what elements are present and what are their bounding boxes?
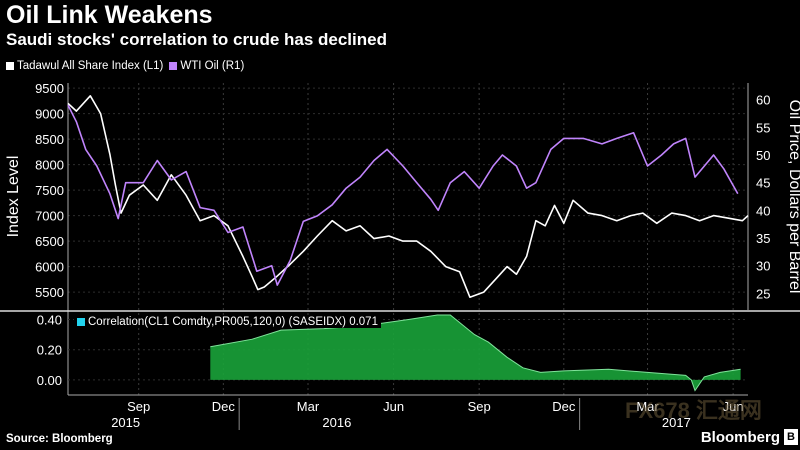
x-tick-label: Sep: [127, 399, 150, 414]
legend-swatch-tadawul: [6, 62, 14, 70]
lower-y-tick-label: 0.40: [37, 313, 62, 328]
y-tick-label: 8000: [35, 158, 64, 173]
y-tick-label: 9000: [35, 107, 64, 122]
y-tick-label: 9500: [35, 81, 64, 96]
correlation-area: [210, 315, 741, 391]
brand-mark-icon: B: [784, 429, 798, 445]
chart-subtitle: Saudi stocks' correlation to crude has d…: [6, 30, 387, 49]
y-tick-label: 5500: [35, 285, 64, 300]
x-tick-label: Mar: [636, 399, 659, 414]
y2-axis-label: Oil Price, Dollars per Barrel: [786, 100, 800, 294]
legend: Tadawul All Share Index (L1) WTI Oil (R1…: [6, 60, 250, 72]
year-label: 2016: [322, 415, 351, 430]
y-tick-label: 7500: [35, 183, 64, 198]
y2-tick-label: 60: [756, 93, 770, 108]
year-label: 2015: [111, 415, 140, 430]
legend-swatch-wti: [169, 62, 178, 70]
lower-y-tick-label: 0.20: [37, 343, 62, 358]
y-tick-label: 6000: [35, 260, 64, 275]
y-tick-label: 7000: [35, 209, 64, 224]
y2-tick-label: 55: [756, 120, 770, 135]
legend-item-tadawul: Tadawul All Share Index (L1): [6, 60, 163, 72]
y2-tick-label: 30: [756, 259, 770, 274]
chart-title: Oil Link Weakens: [6, 1, 213, 29]
y2-tick-label: 50: [756, 148, 770, 163]
x-tick-label: Jun: [723, 399, 744, 414]
brand-logo: Bloomberg: [700, 429, 780, 446]
y-tick-label: 8500: [35, 132, 64, 147]
source-note: Source: Bloomberg: [6, 433, 113, 445]
legend-label-tadawul: Tadawul All Share Index (L1): [17, 60, 164, 72]
legend-label-wti: WTI Oil (R1): [180, 60, 245, 72]
lower-legend: Correlation(CL1 Comdty,PR005,120,0) (SAS…: [74, 316, 381, 328]
series-line-wti: [67, 104, 739, 286]
x-tick-label: Dec: [212, 399, 236, 414]
y2-tick-label: 40: [756, 203, 770, 218]
lower-legend-swatch: [77, 318, 85, 326]
legend-item-wti: WTI Oil (R1): [169, 60, 244, 72]
x-tick-label: Sep: [468, 399, 491, 414]
year-label: 2017: [662, 415, 691, 430]
y2-tick-label: 25: [756, 286, 770, 301]
y2-tick-label: 45: [756, 176, 770, 191]
x-tick-label: Mar: [297, 399, 320, 414]
watermark-text: FX678 汇通网: [625, 398, 762, 423]
x-tick-label: Dec: [552, 399, 576, 414]
x-tick-label: Jun: [383, 399, 404, 414]
lower-legend-label: Correlation(CL1 Comdty,PR005,120,0) (SAS…: [88, 316, 378, 328]
lower-y-tick-label: 0.00: [37, 373, 62, 388]
y-axis-label: Index Level: [5, 156, 22, 238]
series-line-tadawul: [67, 95, 749, 299]
y-tick-label: 6500: [35, 234, 64, 249]
y2-tick-label: 35: [756, 231, 770, 246]
